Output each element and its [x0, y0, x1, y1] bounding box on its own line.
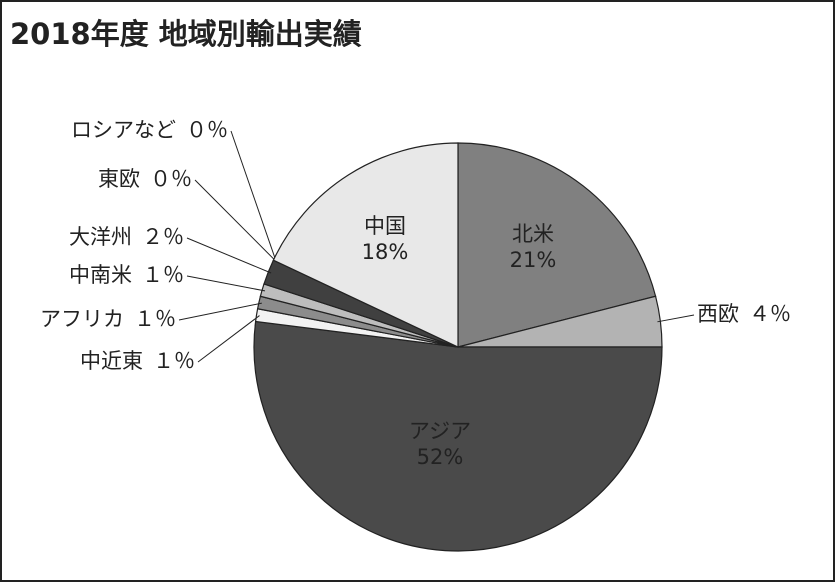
category-label: 中近東: [80, 349, 143, 373]
leader-line: [186, 275, 266, 292]
leader-line: [178, 302, 262, 321]
pie-slice: [457, 142, 657, 348]
leader-line: [657, 314, 695, 323]
leader-line: [197, 315, 260, 363]
value-label: 52%: [417, 445, 464, 469]
slice-label: 北米: [512, 222, 554, 246]
value-label: ０％: [186, 118, 228, 142]
category-label: 中南米: [69, 263, 132, 287]
slice-label: 西欧 ４％: [697, 302, 791, 326]
category-label: 西欧: [697, 302, 739, 326]
category-label: アフリカ: [40, 307, 124, 331]
category-label: 東欧: [98, 167, 140, 191]
chart-title: 2018年度 地域別輸出実績: [10, 17, 362, 51]
pie-slice: [272, 142, 459, 348]
slice-label: ロシアなど ０％: [71, 118, 228, 142]
category-label: 大洋州: [69, 225, 132, 249]
value-label: １％: [134, 307, 176, 331]
slice-label: 東欧 ０％: [98, 167, 192, 191]
leader-line: [186, 237, 272, 274]
slice-label: 中南米 １％: [69, 263, 184, 287]
slice-label: アジア: [409, 419, 471, 443]
category-label: ロシアなど: [71, 118, 176, 142]
value-label: 18%: [362, 240, 409, 264]
value-label: １％: [142, 263, 184, 287]
slice-label: 大洋州 ２％: [69, 225, 184, 249]
pie-slice: [253, 320, 663, 552]
value-label: ０％: [150, 167, 192, 191]
slice-label: 中国: [364, 214, 406, 238]
value-label: １％: [153, 349, 195, 373]
value-label: ４％: [749, 302, 791, 326]
slice-label: 中近東 １％: [80, 349, 195, 373]
leader-line: [230, 130, 277, 262]
slice-label: アフリカ １％: [40, 307, 176, 331]
leader-line: [194, 179, 277, 262]
value-label: ２％: [142, 225, 184, 249]
value-label: 21%: [510, 248, 557, 272]
